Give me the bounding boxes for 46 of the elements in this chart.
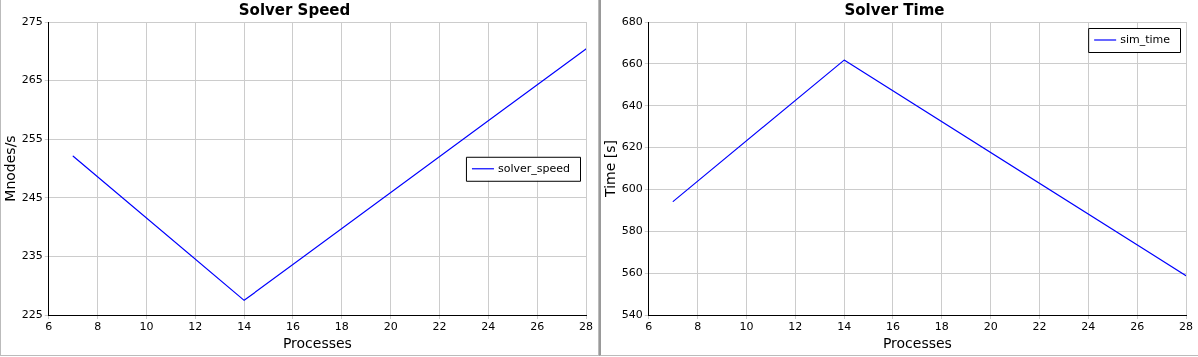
y-tick-label: 680 <box>621 14 643 28</box>
y-tick-label: 600 <box>621 182 643 196</box>
legend-label: sim_time <box>1120 32 1171 46</box>
x-tick-label: 24 <box>481 320 496 334</box>
x-tick-label: 16 <box>285 320 300 334</box>
y-tick-label: 235 <box>21 249 43 263</box>
y-tick-label: 620 <box>621 140 643 154</box>
y-tick-label: 255 <box>21 132 43 146</box>
x-tick-label: 28 <box>1179 320 1193 334</box>
y-tick-label: 560 <box>621 266 643 279</box>
y-tick-label: 580 <box>621 224 643 238</box>
x-tick-label: 26 <box>530 320 545 334</box>
y-tick-label: 660 <box>621 56 643 70</box>
x-tick-label: 12 <box>188 320 203 334</box>
x-tick-label: 8 <box>94 320 102 334</box>
x-tick-label: 24 <box>1081 320 1096 334</box>
y-tick-label: 275 <box>21 14 43 28</box>
x-tick-label: 14 <box>237 320 252 334</box>
x-tick-label: 28 <box>579 320 593 334</box>
x-axis-title: Processes <box>282 335 352 352</box>
y-tick-label: 640 <box>621 98 643 112</box>
chart-title: Solver Time <box>844 0 945 19</box>
x-axis-title: Processes <box>882 335 952 352</box>
x-tick-label: 22 <box>432 320 447 334</box>
y-tick-label: 225 <box>21 307 43 321</box>
x-tick-label: 22 <box>1032 320 1047 334</box>
x-tick-label: 18 <box>334 320 349 334</box>
x-tick-label: 6 <box>45 320 53 334</box>
x-tick-label: 14 <box>837 320 852 334</box>
x-tick-label: 6 <box>645 320 653 334</box>
x-tick-label: 18 <box>934 320 949 334</box>
x-tick-label: 16 <box>885 320 900 334</box>
x-tick-label: 20 <box>983 320 998 334</box>
y-axis-title: Time [s] <box>602 140 619 198</box>
chart-title: Solver Speed <box>238 0 351 19</box>
x-tick-label: 8 <box>694 320 702 334</box>
x-tick-label: 26 <box>1130 320 1145 334</box>
x-tick-label: 20 <box>383 320 398 334</box>
y-tick-label: 540 <box>621 307 643 321</box>
y-tick-label: 265 <box>21 73 43 87</box>
y-tick-label: 245 <box>21 190 43 204</box>
x-tick-label: 10 <box>139 320 154 334</box>
x-tick-label: 12 <box>788 320 803 334</box>
x-tick-label: 10 <box>739 320 754 334</box>
y-axis-title: Mnodes/s <box>2 135 19 202</box>
legend-label: solver_speed <box>497 161 571 175</box>
